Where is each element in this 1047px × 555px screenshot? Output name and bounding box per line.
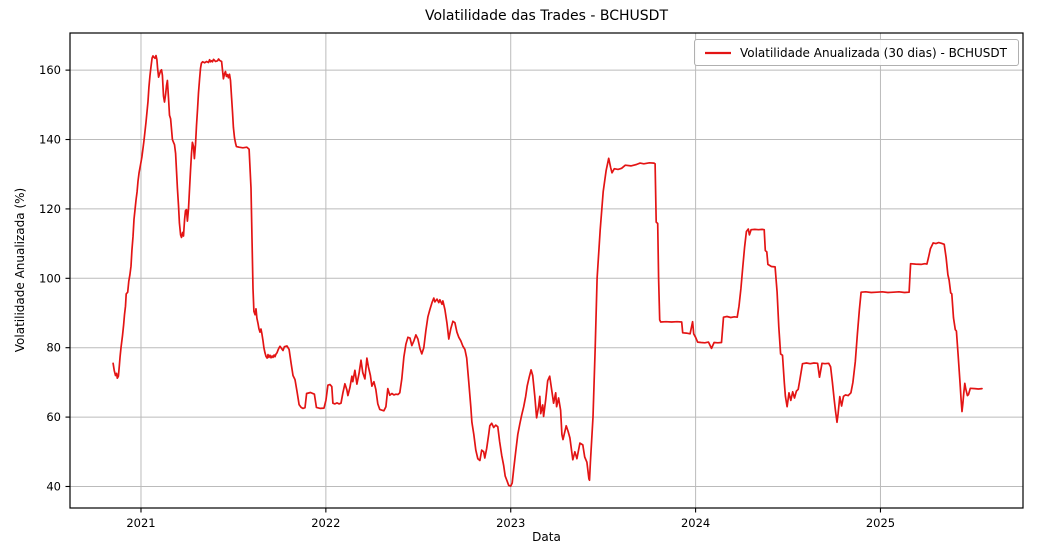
x-tick-label: 2021 bbox=[126, 516, 155, 530]
legend: Volatilidade Anualizada (30 dias) - BCHU… bbox=[693, 39, 1019, 66]
x-tick-label: 2022 bbox=[311, 516, 340, 530]
y-tick-label: 100 bbox=[39, 271, 61, 285]
y-tick-label: 40 bbox=[46, 479, 61, 493]
plot-border bbox=[69, 32, 1024, 509]
x-tick-label: 2025 bbox=[866, 516, 895, 530]
y-tick-label: 140 bbox=[39, 133, 61, 147]
y-tick-label: 120 bbox=[39, 202, 61, 216]
x-tick-label: 2024 bbox=[681, 516, 710, 530]
y-tick-label: 160 bbox=[39, 63, 61, 77]
legend-line-swatch bbox=[704, 51, 731, 54]
chart-title: Volatilidade das Trades - BCHUSDT bbox=[424, 8, 668, 24]
x-tick-label: 2023 bbox=[496, 516, 525, 530]
x-axis-label: Data bbox=[532, 530, 561, 544]
y-tick-label: 80 bbox=[46, 341, 61, 355]
legend-label: Volatilidade Anualizada (30 dias) - BCHU… bbox=[739, 45, 1007, 60]
y-tick-label: 60 bbox=[46, 410, 61, 424]
y-axis-label: Volatilidade Anualizada (%) bbox=[13, 187, 27, 353]
volatility-line bbox=[112, 54, 983, 487]
